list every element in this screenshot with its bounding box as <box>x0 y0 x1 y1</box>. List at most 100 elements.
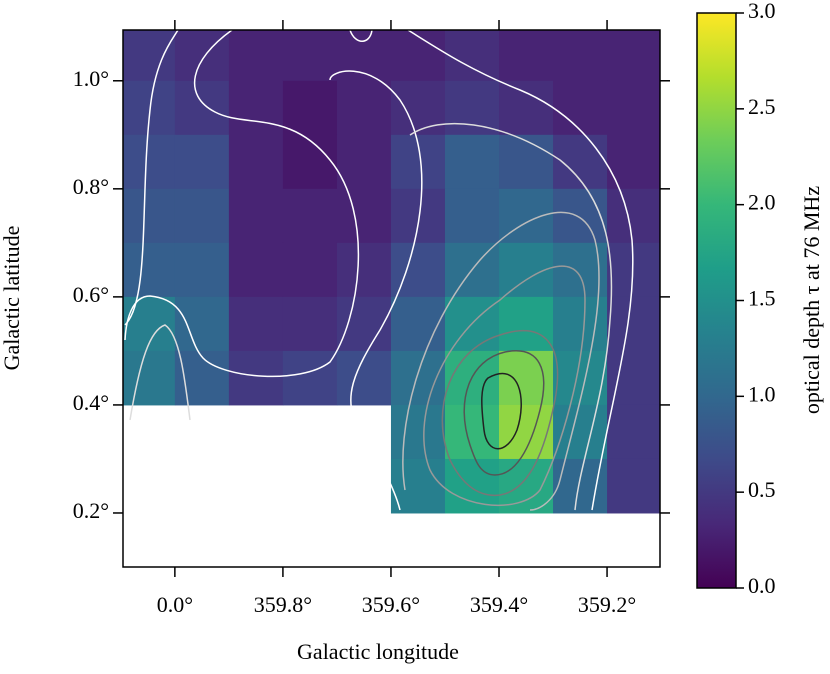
colorbar <box>696 12 737 589</box>
heatmap-cell <box>553 188 608 244</box>
heatmap-cell <box>553 458 608 514</box>
heatmap-cell <box>282 80 338 136</box>
colorbar-label: optical depth τ at 76 MHz <box>799 186 824 414</box>
heatmap-cell <box>174 134 230 190</box>
colorbar-tick-label: 2.0 <box>748 190 776 215</box>
heatmap-cell <box>282 296 338 352</box>
heatmap-cell <box>123 188 176 244</box>
heatmap-cell <box>174 80 230 136</box>
y-tick-label: 0.2° <box>73 498 109 523</box>
heatmap-cell <box>228 80 284 136</box>
heatmap-cell <box>282 134 338 190</box>
contour <box>409 122 613 511</box>
heatmap-cell <box>336 242 392 298</box>
heatmap-cell <box>228 296 284 352</box>
x-axis-label: Galactic longitude <box>297 639 459 664</box>
heatmap-cell <box>123 350 176 406</box>
heatmap-cell <box>336 188 392 244</box>
y-tick-label: 0.6° <box>73 282 109 307</box>
heatmap-cell <box>174 296 230 352</box>
heatmap-cell <box>282 188 338 244</box>
heatmap-cell <box>553 30 608 82</box>
heatmap-cell <box>444 134 500 190</box>
heatmap-cell <box>336 296 392 352</box>
heatmap-cell <box>174 350 230 406</box>
heatmap-cell <box>390 404 446 460</box>
heatmap-cell <box>607 458 660 514</box>
heatmap-cell <box>390 350 446 406</box>
colorbar-tick-label: 1.0 <box>748 381 776 406</box>
heatmap-cell <box>282 350 338 406</box>
heatmap-cell <box>390 458 446 514</box>
contour <box>441 330 559 496</box>
x-tick-label: 0.0° <box>157 592 193 617</box>
heatmap-cell <box>228 30 284 82</box>
heatmap-cell <box>553 404 608 460</box>
x-tick-label: 359.4° <box>470 592 528 617</box>
heatmap-cell <box>123 30 176 82</box>
heatmap-cell <box>336 350 392 406</box>
heatmap-cell <box>390 188 446 244</box>
heatmap-cell <box>499 404 554 460</box>
heatmap-cell <box>499 296 554 352</box>
heatmap-cell <box>174 188 230 244</box>
heatmap-cell <box>228 350 284 406</box>
colorbar-tick-label: 0.5 <box>748 477 776 502</box>
heatmap-cell <box>607 188 660 244</box>
heatmap-cell <box>282 30 338 82</box>
heatmap-cell <box>499 80 554 136</box>
y-tick-label: 0.4° <box>73 390 109 415</box>
contour <box>329 70 423 511</box>
heatmap-cell <box>228 134 284 190</box>
contour <box>463 350 545 476</box>
colorbar-tick-label: 3.0 <box>748 0 776 23</box>
heatmap-cell <box>123 134 176 190</box>
colorbar-tick-label: 2.5 <box>748 94 776 119</box>
heatmap-cell <box>444 30 500 82</box>
heatmap-cell <box>553 296 608 352</box>
heatmap-cell <box>607 350 660 406</box>
heatmap-cell <box>123 242 176 298</box>
contour <box>124 30 179 326</box>
contour <box>481 372 522 450</box>
heatmap-cell <box>444 188 500 244</box>
contour <box>124 30 360 378</box>
heatmap-cell <box>336 134 392 190</box>
contour <box>129 324 191 421</box>
heatmap-cell <box>499 134 554 190</box>
heatmap-cell <box>282 242 338 298</box>
heatmap-cell <box>123 296 176 352</box>
heatmap-cell <box>174 30 230 82</box>
heatmap-cell <box>607 242 660 298</box>
contour <box>423 265 586 506</box>
heatmap-cell <box>607 296 660 352</box>
heatmap <box>123 30 660 514</box>
y-tick-label: 1.0° <box>73 66 109 91</box>
heatmap-cell <box>390 296 446 352</box>
heatmap-cell <box>228 242 284 298</box>
heatmap-cell <box>174 242 230 298</box>
contours <box>124 30 634 511</box>
heatmap-cell <box>553 80 608 136</box>
heatmap-cell <box>499 350 554 406</box>
y-axis-label: Galactic latitude <box>0 226 24 371</box>
heatmap-cell <box>390 30 446 82</box>
x-tick-label: 359.6° <box>362 592 420 617</box>
y-tick-label: 0.8° <box>73 174 109 199</box>
heatmap-cell <box>336 80 392 136</box>
heatmap-cell <box>228 188 284 244</box>
contour <box>407 30 634 511</box>
heatmap-cell <box>499 30 554 82</box>
x-tick-label: 359.8° <box>254 592 312 617</box>
heatmap-cell <box>607 80 660 136</box>
heatmap-cell <box>607 30 660 82</box>
x-tick-label: 359.2° <box>578 592 636 617</box>
contour <box>402 211 600 511</box>
contour <box>349 30 373 42</box>
heatmap-cell <box>444 80 500 136</box>
colorbar-tick-label: 0.0 <box>748 573 776 598</box>
colorbar-tick-label: 1.5 <box>748 286 776 311</box>
heatmap-cell <box>607 404 660 460</box>
heatmap-cell <box>390 80 446 136</box>
